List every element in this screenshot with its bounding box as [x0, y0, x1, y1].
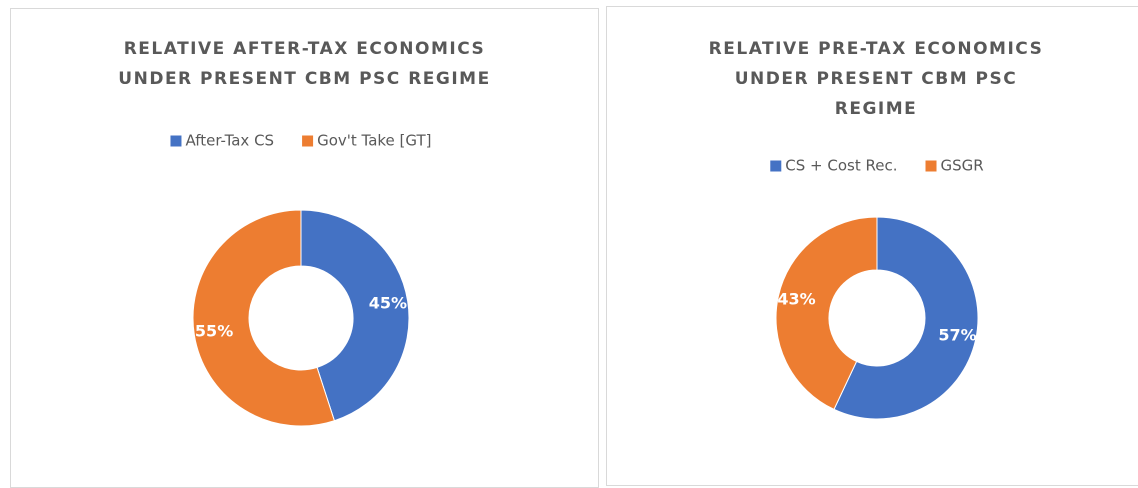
legend-label: GSGR	[941, 157, 984, 175]
legend-label: After-Tax CS	[185, 132, 274, 150]
legend-label: CS + Cost Rec.	[785, 157, 897, 175]
chart-title: RELATIVE AFTER-TAX ECONOMICS UNDER PRESE…	[118, 39, 491, 89]
chart: CS + Cost Rec. GSGR 57% 43%	[770, 157, 984, 420]
legend-swatch	[770, 160, 782, 172]
page: RELATIVE AFTER-TAX ECONOMICS UNDER PRESE…	[10, 6, 1138, 488]
doughnut-segment	[300, 209, 410, 422]
doughnut-segment	[775, 216, 878, 411]
doughnut-segment	[192, 209, 336, 427]
legend-swatch	[302, 135, 314, 147]
chart-panel: RELATIVE AFTER-TAX ECONOMICS UNDER PRESE…	[10, 8, 599, 488]
legend-swatch	[170, 135, 182, 147]
data-label: 45%	[369, 294, 407, 313]
chart: After-Tax CS Gov't Take [GT] 45% 55%	[170, 132, 432, 427]
legend-swatch	[925, 160, 937, 172]
data-label: 55%	[195, 321, 233, 340]
chart-title: RELATIVE PRE-TAX ECONOMICS UNDER PRESENT…	[708, 39, 1044, 119]
legend-label: Gov't Take [GT]	[317, 132, 431, 150]
chart-panel: RELATIVE PRE-TAX ECONOMICS UNDER PRESENT…	[606, 6, 1138, 486]
doughnut-segment	[833, 216, 979, 420]
data-label: 43%	[777, 290, 815, 309]
data-label: 57%	[938, 325, 976, 344]
